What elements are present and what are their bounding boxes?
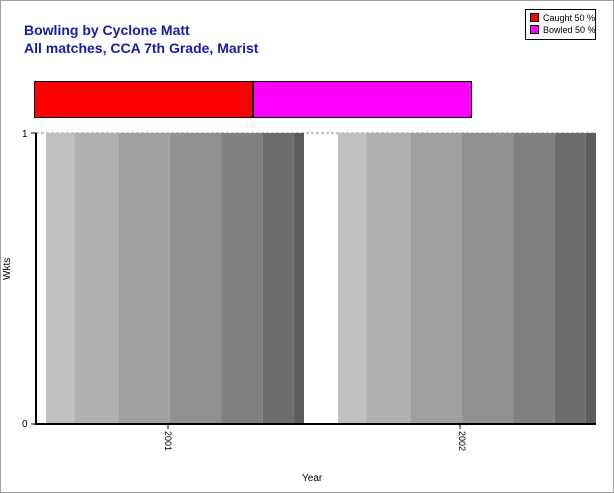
x-axis-label: Year (302, 473, 323, 484)
bar-2002-band-5 (513, 133, 555, 424)
chart-title: Bowling by Cyclone Matt (24, 22, 190, 38)
dismissal-split-bar (34, 81, 472, 118)
bar-2001-band-1 (46, 133, 75, 424)
dismissal-segment-bowled (253, 81, 472, 118)
legend-item-caught: Caught 50 % (530, 13, 595, 24)
y-axis-label: Wkts (2, 257, 13, 280)
chart-title-block: Bowling by Cyclone Matt All matches, CCA… (24, 21, 258, 57)
y-tick-label-top: 1 (22, 129, 28, 140)
x-tick-label-2001: 2001 (163, 431, 173, 452)
x-tick-label-2002: 2002 (457, 431, 467, 452)
legend-label-caught: Caught 50 % (543, 13, 596, 23)
legend-swatch-caught (530, 13, 539, 23)
legend-item-bowled: Bowled 50 % (530, 25, 596, 36)
bar-2002-band-4 (461, 133, 514, 424)
legend-label-bowled: Bowled 50 % (543, 25, 596, 35)
bar-2001-band-3 (118, 133, 170, 424)
bar-2002-band-7 (585, 133, 596, 424)
y-tick-label-bottom: 0 (22, 419, 28, 430)
bar-2001-band-2 (74, 133, 119, 424)
chart-subtitle: All matches, CCA 7th Grade, Marist (24, 40, 259, 56)
bar-2002-band-1 (338, 133, 367, 424)
bar-2001-band-4 (169, 133, 222, 424)
bar-2002-band-6 (554, 133, 586, 424)
bar-2002-band-3 (410, 133, 462, 424)
bar-2001-band-7 (293, 133, 304, 424)
legend-swatch-bowled (530, 25, 539, 35)
legend: Caught 50 % Bowled 50 % (525, 9, 596, 40)
bar-2001-band-5 (221, 133, 263, 424)
bar-2001-band-6 (262, 133, 294, 424)
bar-2002-band-2 (366, 133, 411, 424)
dismissal-segment-caught (34, 81, 253, 118)
